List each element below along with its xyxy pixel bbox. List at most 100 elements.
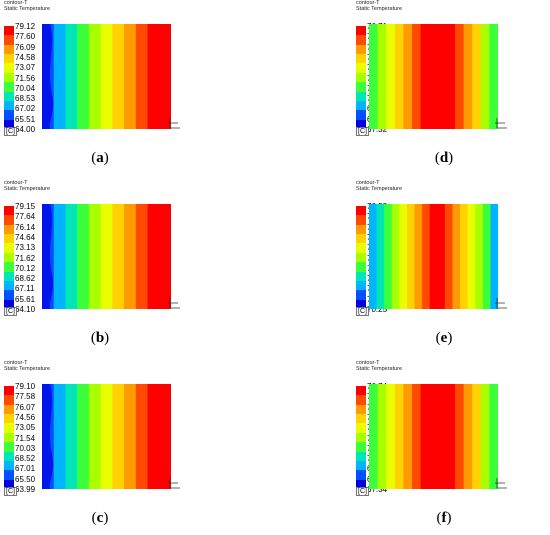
contour-band [77,204,90,309]
color-bar-segment [4,290,14,301]
color-bar-segment [4,262,14,273]
color-bar-segment [4,414,14,424]
color-bar-segment [4,299,14,310]
caption-open-paren: ( [90,330,96,346]
color-bar-segment [4,280,14,291]
unit-label: [C] [356,127,369,136]
contour-band [135,384,149,489]
color-bar-segment [356,442,366,453]
color-bar-segment [356,110,366,121]
contour-band [455,384,465,489]
color-bar-segment [4,206,14,216]
color-bar [356,386,366,490]
caption-open-paren: ( [91,150,97,166]
caption-close-paren: ) [104,330,110,346]
contour-band [377,24,387,129]
caption-close-paren: ) [103,510,109,526]
color-bar-segment [4,82,14,93]
contour-band [480,384,490,489]
contour-band [429,24,439,129]
color-bar-label: 65.61 [15,294,36,304]
contour-band [112,204,125,309]
contour-band [403,384,413,489]
unit-label: [C] [4,307,17,316]
color-bar-segment [4,26,14,36]
caption-letter: c [96,510,104,526]
color-bar-label: 67.02 [15,104,36,114]
color-bar-label: 70.12 [15,263,36,273]
color-bar-label: 79.15 [15,202,36,211]
contour-band [384,204,393,309]
contour-band [100,384,113,489]
color-bar [4,206,14,310]
color-bar-label: 76.14 [15,222,36,232]
temperature-contour-field [42,384,171,489]
contour-band [437,24,447,129]
color-bar-segment [356,26,366,36]
contour-band [406,204,416,309]
temperature-contour-field [369,24,498,129]
contour-band [88,204,102,309]
contour-band [124,204,137,309]
contour-band [369,204,378,309]
contour-band [394,24,404,129]
contour-band [463,384,473,489]
contour-header: contour-T Static Temperature [356,0,402,12]
color-bar-label: 71.54 [15,433,36,443]
contour-band [88,24,102,129]
contour-band [135,24,149,129]
color-bar-segment [356,215,366,226]
color-bar [356,26,366,130]
color-bar-segment [4,442,14,453]
contour-band [437,384,447,489]
contour-header: contour-T Static Temperature [4,0,50,12]
contour-band [414,204,423,309]
caption-close-paren: ) [446,510,452,526]
contour-band [482,204,492,309]
color-bar-segment [356,119,366,130]
color-bar-label: 70.04 [15,83,36,93]
color-bar-label: 74.56 [15,412,36,422]
contour-header: contour-T Static Temperature [4,180,50,192]
contour-band [369,384,379,489]
contour-band [53,384,67,489]
color-bar-segment [4,119,14,130]
contour-band [376,204,385,309]
contour-name: contour-T [4,360,28,366]
color-bar-segment [356,479,366,490]
contour-band [369,24,379,129]
color-bar-segment [356,44,366,55]
color-bar-segment [356,460,366,471]
contour-band [112,24,125,129]
contour-band [490,204,498,309]
contour-band [444,204,454,309]
variable-name: Static Temperature [4,6,51,12]
contour-band [446,24,456,129]
color-bar-segment [4,63,14,74]
color-bar-segment [356,91,366,102]
contour-band [77,384,90,489]
color-bar-segment [356,414,366,424]
contour-band [159,24,171,129]
caption-open-paren: ( [434,150,440,166]
color-bar-label: 67.34 [367,485,388,494]
contour-band [159,204,171,309]
color-bar-segment [356,63,366,74]
contour-band [420,384,430,489]
contour-band [480,24,490,129]
caption-letter: e [440,330,448,346]
contour-band [472,24,482,129]
contour-band [455,24,465,129]
contour-band [124,384,137,489]
temperature-contour-field [42,24,171,129]
variable-name: Static Temperature [4,186,51,192]
color-bar-segment [4,271,14,282]
color-bar-label: 68.62 [15,274,36,284]
color-bar-segment [4,35,14,46]
caption-open-paren: ( [435,330,441,346]
color-bar-label: 68.53 [15,94,36,104]
contour-band [412,384,422,489]
color-bar-segment [4,432,14,443]
caption-close-paren: ) [448,150,454,166]
contour-band [399,204,408,309]
